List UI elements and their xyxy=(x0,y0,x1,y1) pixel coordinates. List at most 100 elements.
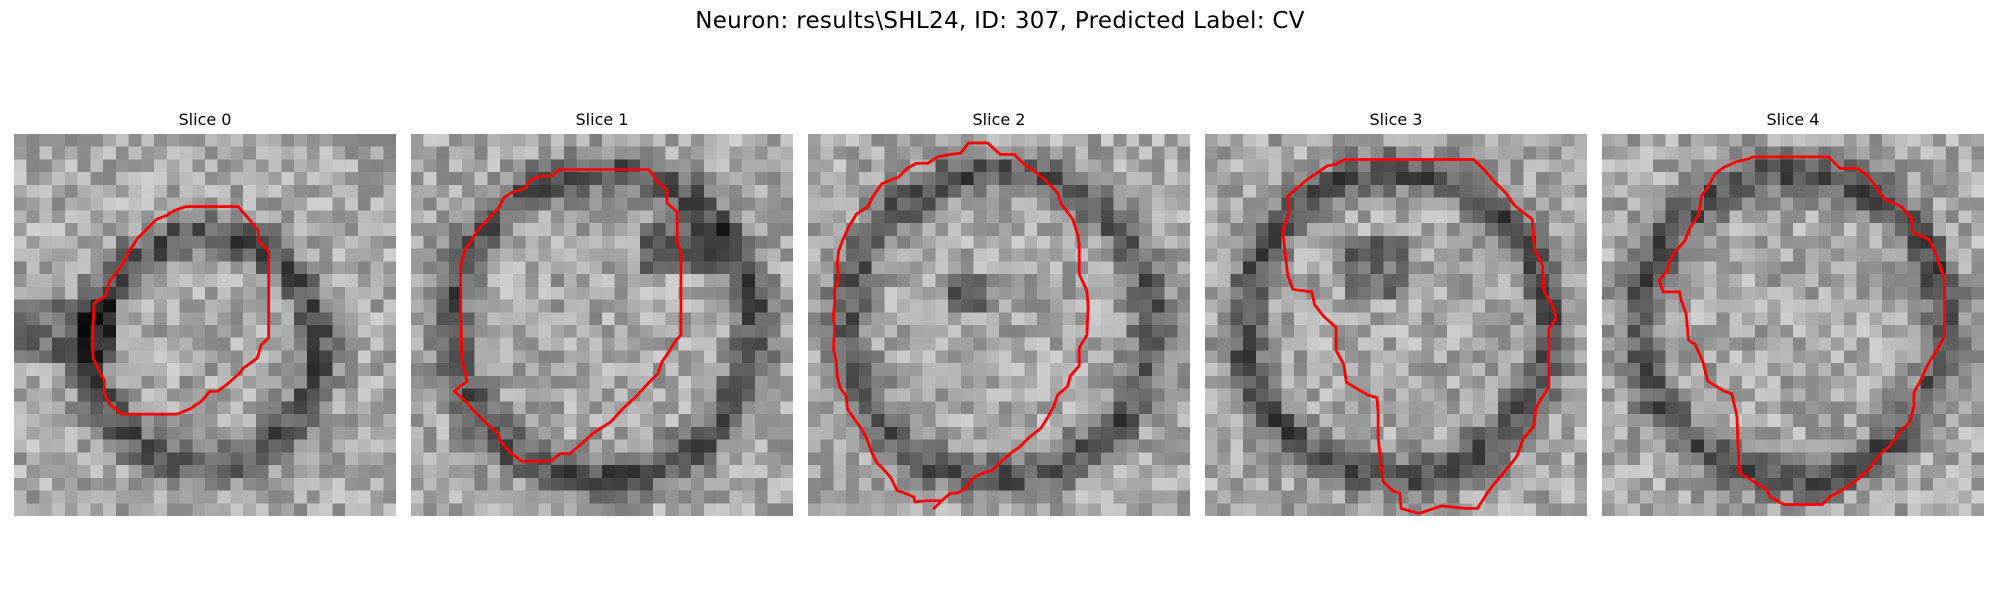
pixel xyxy=(230,388,244,402)
pixel xyxy=(230,159,244,173)
pixel xyxy=(217,465,231,479)
pixel xyxy=(1113,146,1127,160)
pixel xyxy=(1818,210,1832,224)
pixel xyxy=(1716,439,1730,453)
pixel xyxy=(461,414,475,428)
pixel xyxy=(1485,197,1499,211)
pixel xyxy=(589,172,603,186)
pixel xyxy=(1497,503,1511,516)
pixel xyxy=(1523,172,1537,186)
pixel xyxy=(1434,172,1448,186)
pixel xyxy=(640,261,654,275)
pixel xyxy=(1446,414,1460,428)
pixel xyxy=(627,286,641,300)
pixel xyxy=(742,235,756,249)
pixel xyxy=(1434,299,1448,313)
pixel xyxy=(627,414,641,428)
pixel xyxy=(948,184,962,198)
pixel xyxy=(268,503,282,516)
pixel xyxy=(1268,439,1282,453)
pixel xyxy=(1139,210,1153,224)
pixel xyxy=(255,299,269,313)
pixel xyxy=(703,414,717,428)
pixel xyxy=(1729,350,1743,364)
pixel xyxy=(1831,363,1845,377)
pixel xyxy=(1485,261,1499,275)
pixel xyxy=(1011,325,1025,338)
pixel xyxy=(767,172,781,186)
pixel xyxy=(243,312,257,326)
pixel xyxy=(948,363,962,377)
pixel xyxy=(808,363,821,377)
pixel xyxy=(436,337,450,351)
pixel xyxy=(780,261,793,275)
pixel xyxy=(268,274,282,288)
pixel xyxy=(474,439,488,453)
pixel xyxy=(1139,312,1153,326)
pixel xyxy=(1614,337,1628,351)
pixel xyxy=(1177,350,1190,364)
pixel xyxy=(306,350,320,364)
pixel xyxy=(1151,452,1165,466)
pixel xyxy=(1294,337,1308,351)
pixel xyxy=(1268,312,1282,326)
pixel xyxy=(1831,134,1845,147)
pixel xyxy=(14,312,27,326)
pixel xyxy=(820,184,834,198)
pixel xyxy=(767,465,781,479)
pixel xyxy=(1793,337,1806,351)
pixel xyxy=(64,388,78,402)
pixel xyxy=(1818,299,1832,313)
pixel xyxy=(1151,325,1165,338)
pixel xyxy=(922,337,936,351)
pixel xyxy=(1281,490,1295,504)
pixel xyxy=(986,299,1000,313)
pixel xyxy=(1434,337,1448,351)
pixel xyxy=(319,426,333,440)
pixel xyxy=(1255,248,1269,262)
pixel xyxy=(1754,426,1768,440)
pixel xyxy=(935,503,949,516)
pixel xyxy=(948,235,962,249)
pixel xyxy=(999,426,1012,440)
pixel xyxy=(1126,235,1140,249)
pixel xyxy=(370,477,384,491)
pixel xyxy=(436,146,450,160)
pixel xyxy=(1780,465,1794,479)
pixel xyxy=(614,465,628,479)
pixel xyxy=(589,375,603,389)
pixel xyxy=(1510,401,1524,415)
pixel xyxy=(1088,439,1102,453)
pixel xyxy=(1357,235,1371,249)
pixel xyxy=(871,286,885,300)
pixel xyxy=(973,490,987,504)
pixel xyxy=(551,388,565,402)
pixel xyxy=(345,490,359,504)
pixel xyxy=(128,223,142,237)
pixel xyxy=(922,235,936,249)
pixel xyxy=(1011,503,1025,516)
pixel xyxy=(1049,223,1063,237)
pixel xyxy=(1294,363,1308,377)
pixel xyxy=(1139,146,1153,160)
pixel xyxy=(691,388,705,402)
pixel xyxy=(26,248,40,262)
pixel xyxy=(1088,159,1102,173)
pixel xyxy=(115,274,129,288)
pixel xyxy=(999,235,1012,249)
pixel xyxy=(1088,274,1102,288)
pixel xyxy=(935,261,949,275)
pixel xyxy=(808,261,821,275)
pixel xyxy=(729,312,743,326)
pixel xyxy=(1561,439,1575,453)
pixel xyxy=(1268,248,1282,262)
pixel xyxy=(986,235,1000,249)
pixel xyxy=(1151,184,1165,198)
pixel xyxy=(922,184,936,198)
pixel xyxy=(1869,414,1883,428)
pixel xyxy=(1691,134,1705,147)
pixel xyxy=(754,210,768,224)
pixel xyxy=(166,490,180,504)
pixel xyxy=(1742,184,1756,198)
pixel xyxy=(26,439,40,453)
